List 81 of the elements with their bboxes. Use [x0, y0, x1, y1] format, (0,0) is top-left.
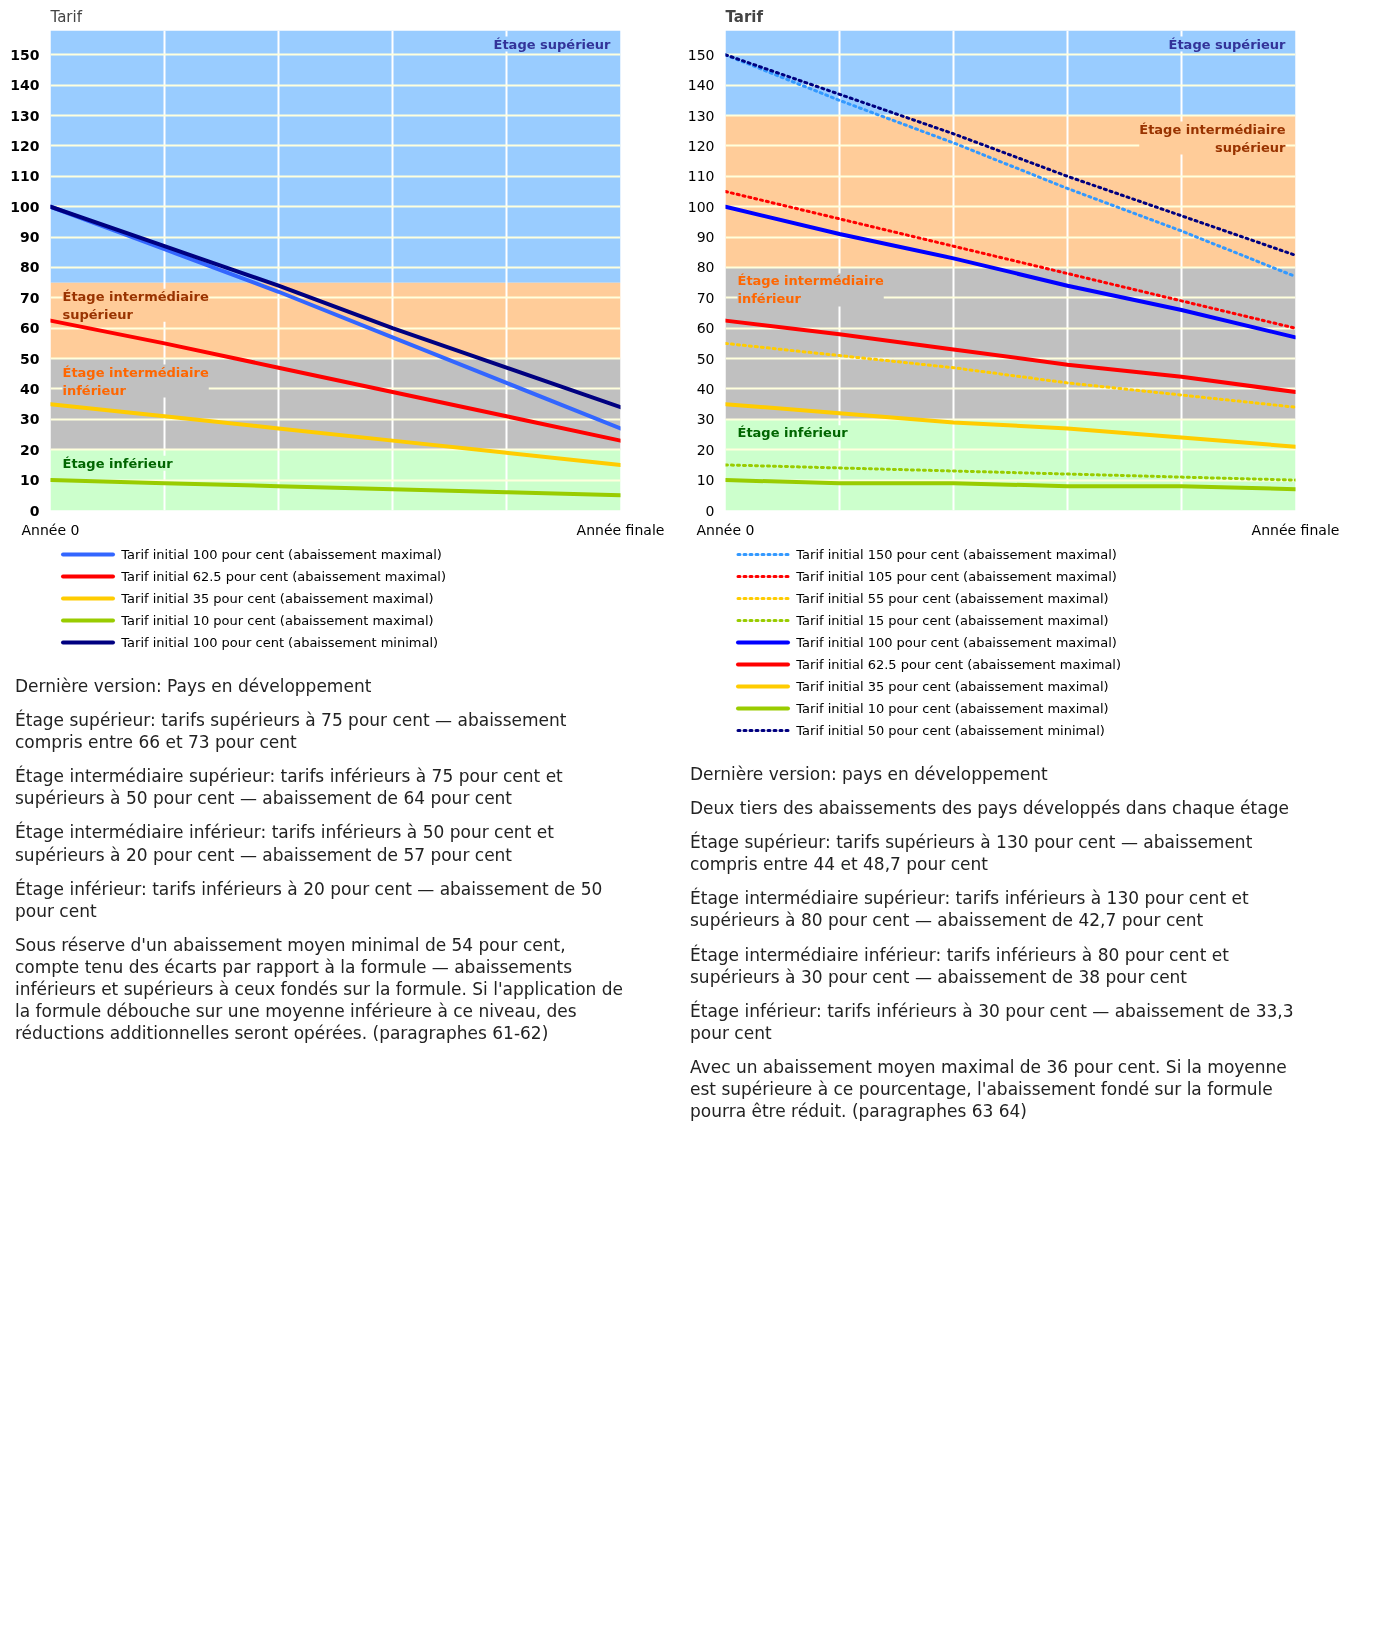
y-tick-label: 80: [696, 259, 715, 276]
line-series: [725, 318, 1296, 395]
text: Étage supérieur: tarifs supérieurs à 75 pour cent — abaissement compris entre 66 et 73 pour cent: [15, 709, 568, 754]
y-tick-label: 120: [687, 137, 715, 154]
legend-label: Tarif initial 35 pour cent (abaissement maximal): [795, 679, 1109, 694]
legend-label: Tarif initial 105 pour cent (abaissement maximal): [795, 569, 1117, 584]
line-series: [725, 204, 1296, 340]
text: Étage intermédiaire supérieur: tarifs inférieurs à 75 pour cent et supérieurs à 50 pour cent — abaissement de 64 pour cent: [15, 765, 564, 810]
y-tick-label: 10: [696, 472, 715, 489]
y-tick-label: 80: [20, 259, 40, 276]
legend-label: Tarif initial 62.5 pour cent (abaissement maximal): [120, 569, 447, 584]
y-tick-label: 10: [20, 472, 40, 489]
line-series: [50, 478, 621, 498]
y-tick-label: 150: [687, 46, 715, 63]
band-label: Étage inférieur: [62, 455, 174, 471]
legend-label: Tarif initial 100 pour cent (abaissement maximal): [795, 635, 1117, 650]
y-tick-label: 20: [696, 441, 715, 458]
y-tick-label: 20: [20, 441, 40, 458]
text: Étage supérieur: tarifs supérieurs à 130 pour cent — abaissement compris entre 44 et 48,7 pour cent: [690, 831, 1254, 876]
y-tick-label: 150: [10, 46, 40, 63]
text: Dernière version: Pays en développement: [15, 675, 373, 698]
y-tick-label: 70: [696, 289, 715, 306]
y-tick-label: 140: [687, 77, 715, 94]
legend-label: Tarif initial 10 pour cent (abaissement maximal): [795, 701, 1109, 716]
legend-label: Tarif initial 10 pour cent (abaissement maximal): [120, 613, 434, 628]
band-label: Étage intermédiaire supérieur: [62, 288, 209, 322]
y-tick-label: 140: [10, 77, 40, 94]
y-tick-label: 40: [20, 380, 40, 397]
text: Avec un abaissement moyen maximal de 36 pour cent. Si la moyenne est supérieure à ce pourcentage, l'abaissement fondé sur la formule pourra être réduit. (paragraphes 63 64): [690, 1055, 1288, 1123]
legend-label: Tarif initial 100 pour cent (abaissement minimal): [120, 635, 439, 650]
legend-label: Tarif initial 35 pour cent (abaissement maximal): [120, 591, 434, 606]
band-label: Étage supérieur: [1168, 36, 1287, 52]
y-tick-label: 130: [687, 107, 715, 124]
y-tick-label: 110: [10, 168, 40, 185]
legend-label: Tarif initial 15 pour cent (abaissement maximal): [795, 613, 1109, 628]
y-tick-label: 30: [20, 411, 40, 428]
line-series: [725, 463, 1296, 482]
text: Étage intermédiaire inférieur: tarifs inférieurs à 80 pour cent et supérieurs à 30 pour cent — abaissement de 38 pour cent: [690, 943, 1230, 988]
y-axis-title: Tarif: [49, 7, 83, 26]
y-tick-label: 120: [10, 137, 40, 154]
y-tick-label: 0: [705, 502, 715, 519]
y-axis-title: Tarif: [725, 7, 764, 26]
text: Étage intermédiaire supérieur: tarifs inférieurs à 130 pour cent et supérieurs à 80 pour cent — abaissement de 42,7 pour cent: [690, 887, 1250, 932]
y-tick-label: 90: [696, 229, 715, 246]
y-tick-label: 60: [20, 320, 40, 337]
band-label: Étage intermédiaire supérieur: [1139, 121, 1287, 155]
y-tick-label: 70: [20, 289, 40, 306]
line-series: [725, 341, 1296, 409]
text: Deux tiers des abaissements des pays développés dans chaque étage: [690, 797, 1290, 820]
text: Étage intermédiaire inférieur: tarifs inférieurs à 50 pour cent et supérieurs à 20 pour cent — abaissement de 57 pour cent: [15, 821, 555, 866]
y-tick-label: 40: [696, 380, 715, 397]
y-tick-label: 0: [29, 502, 40, 519]
legend-label: Tarif initial 150 pour cent (abaissement maximal): [795, 547, 1117, 562]
legend-label: Tarif initial 50 pour cent (abaissement minimal): [795, 723, 1105, 738]
y-tick-label: 100: [10, 198, 40, 215]
line-series: [725, 402, 1296, 449]
y-tick-label: 100: [687, 198, 715, 215]
y-tick-label: 50: [696, 350, 715, 367]
y-tick-label: 30: [696, 411, 715, 428]
y-tick-label: 110: [687, 168, 715, 185]
band-label: Étage supérieur: [493, 36, 612, 52]
text: Sous réserve d'un abaissement moyen minimal de 54 pour cent, compte tenu des écarts par rapport à la formule — abaissements inférieurs et supérieurs à ceux fondés sur la formule. Si l'application de la formule débouche sur une moyenne inférieure à ce niveau, des réductions additionnelles seront opérées. (paragraphes 61-62): [15, 933, 624, 1045]
line-series: [725, 190, 1296, 330]
band-label: Étage intermédiaire inférieur: [737, 273, 884, 307]
y-tick-label: 50: [20, 350, 40, 367]
x-tick-label: Année 0: [21, 521, 80, 538]
legend-label: Tarif initial 100 pour cent (abaissement maximal): [120, 547, 442, 562]
text: Étage inférieur: tarifs inférieurs à 30 pour cent — abaissement de 33,3 pour cent: [690, 999, 1295, 1044]
text: Dernière version: pays en développement: [690, 763, 1049, 786]
y-tick-label: 130: [10, 107, 40, 124]
y-tick-label: 90: [20, 229, 40, 246]
line-series: [725, 478, 1296, 492]
legend-label: Tarif initial 62.5 pour cent (abaissement maximal): [795, 657, 1122, 672]
band-label: Étage inférieur: [737, 425, 849, 441]
text: Étage inférieur: tarifs inférieurs à 20 pour cent — abaissement de 50 pour cent: [15, 877, 604, 922]
y-tick-label: 60: [696, 320, 715, 337]
band-label: Étage intermédiaire inférieur: [62, 364, 209, 398]
legend-label: Tarif initial 55 pour cent (abaissement maximal): [795, 591, 1109, 606]
x-tick-label: Année finale: [1251, 521, 1340, 538]
x-tick-label: Année 0: [696, 521, 755, 538]
x-tick-label: Année finale: [576, 521, 665, 538]
